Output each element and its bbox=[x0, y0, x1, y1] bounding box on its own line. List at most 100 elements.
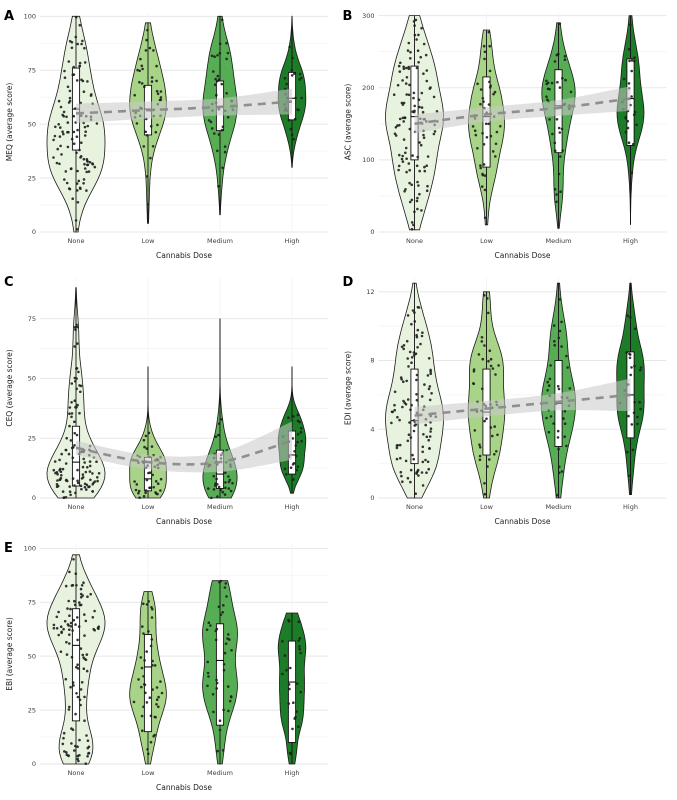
x-tick-label: None bbox=[68, 237, 85, 245]
y-tick-label: 4 bbox=[370, 425, 374, 433]
axis-labels: 0 25 50 75 None Low Medium High Cannabis Dose CEQ… bbox=[5, 315, 299, 526]
y-tick-label: 12 bbox=[366, 288, 374, 296]
violin-Low bbox=[468, 29, 505, 226]
y-axis-title: EBI (average score) bbox=[5, 617, 14, 691]
trend-band bbox=[414, 378, 631, 425]
axis-labels: 0 4 8 12 None Low Medium High Cannabis Dose EDI (… bbox=[344, 288, 638, 526]
panel-letter: A bbox=[4, 9, 14, 24]
x-tick-label: Medium bbox=[207, 769, 233, 777]
violin-Medium bbox=[202, 580, 238, 765]
x-axis-title: Cannabis Dose bbox=[495, 251, 551, 260]
boxplot bbox=[143, 634, 153, 733]
axis-labels: 0 25 50 75 100 None Low Medium High Cannabis Dose… bbox=[5, 545, 299, 792]
y-axis-title: ASC (average score) bbox=[344, 84, 353, 161]
trend-band bbox=[76, 88, 292, 124]
boxplot bbox=[482, 76, 491, 168]
y-tick-label: 300 bbox=[362, 12, 374, 20]
panel-letter: B bbox=[343, 9, 353, 24]
panel-E: 0 25 50 75 100 None Low Medium High Cannabis Dose… bbox=[0, 532, 338, 798]
violin-chart-B: 0 100 200 300 None Low Medium High Cannabis Dose… bbox=[343, 9, 667, 260]
jitter-points bbox=[283, 45, 303, 141]
violin-High bbox=[616, 15, 645, 225]
violin-Low bbox=[129, 22, 167, 224]
boxplot bbox=[215, 623, 225, 726]
y-tick-label: 50 bbox=[28, 652, 36, 660]
x-tick-label: Medium bbox=[546, 503, 572, 511]
y-tick-label: 8 bbox=[370, 357, 374, 365]
x-tick-label: High bbox=[623, 237, 638, 245]
x-tick-label: High bbox=[623, 503, 638, 511]
panel-C: 0 25 50 75 None Low Medium High Cannabis Dose CEQ… bbox=[0, 266, 338, 532]
x-tick-label: High bbox=[285, 769, 300, 777]
y-tick-label: 0 bbox=[32, 228, 36, 236]
y-tick-label: 200 bbox=[362, 84, 374, 92]
jitter-points bbox=[390, 305, 438, 495]
panel-D: 0 4 8 12 None Low Medium High Cannabis Dose EDI (… bbox=[338, 266, 677, 532]
x-tick-label: Low bbox=[480, 237, 493, 245]
y-tick-label: 25 bbox=[28, 706, 36, 714]
x-tick-label: High bbox=[285, 237, 300, 245]
y-axis-title: EDI (average score) bbox=[344, 351, 353, 425]
x-tick-label: Medium bbox=[546, 237, 572, 245]
x-tick-label: Low bbox=[142, 237, 155, 245]
trend-band bbox=[76, 421, 292, 473]
x-axis-title: Cannabis Dose bbox=[156, 783, 212, 792]
x-tick-label: Medium bbox=[207, 503, 233, 511]
y-axis-title: CEQ (average score) bbox=[5, 349, 14, 426]
axis-labels: 0 100 200 300 None Low Medium High Cannabis Dose… bbox=[344, 12, 638, 260]
jitter-points bbox=[132, 600, 164, 756]
x-tick-label: None bbox=[406, 503, 423, 511]
y-tick-label: 0 bbox=[370, 228, 374, 236]
y-tick-label: 100 bbox=[24, 13, 36, 21]
y-tick-label: 75 bbox=[28, 315, 36, 323]
x-axis-title: Cannabis Dose bbox=[156, 517, 212, 526]
violin-chart-D: 0 4 8 12 None Low Medium High Cannabis Dose EDI (… bbox=[343, 275, 667, 526]
trend-line bbox=[414, 393, 631, 417]
panel-A: 0 25 50 75 100 None Low Medium High Cannabis Dose… bbox=[0, 0, 338, 266]
jitter-points bbox=[281, 618, 303, 756]
y-tick-label: 0 bbox=[32, 760, 36, 768]
trend-line bbox=[75, 439, 293, 466]
violin-None bbox=[385, 282, 444, 499]
x-tick-label: Low bbox=[142, 503, 155, 511]
boxplot bbox=[71, 608, 81, 722]
boxplot bbox=[287, 640, 297, 743]
jitter-points bbox=[205, 579, 233, 753]
y-tick-label: 100 bbox=[24, 545, 36, 553]
jitter-points bbox=[392, 18, 439, 231]
trend-line bbox=[414, 97, 631, 126]
x-tick-label: High bbox=[285, 503, 300, 511]
jitter-points bbox=[545, 298, 572, 497]
panel-letter: C bbox=[4, 275, 14, 290]
empty-cell bbox=[338, 532, 677, 798]
y-tick-label: 100 bbox=[362, 156, 374, 164]
boxplot bbox=[71, 425, 81, 487]
y-tick-label: 75 bbox=[28, 598, 36, 606]
violin-None bbox=[46, 554, 106, 765]
trend-line bbox=[75, 100, 293, 115]
x-axis-title: Cannabis Dose bbox=[495, 517, 551, 526]
panel-letter: D bbox=[343, 275, 354, 290]
panel-B: 0 100 200 300 None Low Medium High Cannabis Dose… bbox=[338, 0, 677, 266]
violin-chart-C: 0 25 50 75 None Low Medium High Cannabis Dose CEQ… bbox=[4, 275, 328, 526]
x-tick-label: None bbox=[68, 769, 85, 777]
x-tick-label: None bbox=[68, 503, 85, 511]
x-axis-title: Cannabis Dose bbox=[156, 251, 212, 260]
axis-labels: 0 25 50 75 100 None Low Medium High Cannabis Dose… bbox=[5, 13, 299, 260]
y-tick-label: 25 bbox=[28, 174, 36, 182]
x-tick-label: Medium bbox=[207, 237, 233, 245]
panel-letter: E bbox=[4, 541, 13, 556]
y-tick-label: 50 bbox=[28, 120, 36, 128]
y-tick-label: 0 bbox=[32, 494, 36, 502]
y-tick-label: 0 bbox=[370, 494, 374, 502]
jitter-points bbox=[618, 314, 643, 477]
violin-chart-E: 0 25 50 75 100 None Low Medium High Cannabis Dose… bbox=[4, 541, 328, 792]
y-tick-label: 50 bbox=[28, 375, 36, 383]
jitter-points bbox=[52, 558, 100, 765]
violin-chart-A: 0 25 50 75 100 None Low Medium High Cannabis Dose… bbox=[4, 9, 328, 260]
violin-Low bbox=[129, 591, 167, 765]
violin-High bbox=[277, 612, 307, 765]
y-tick-label: 25 bbox=[28, 434, 36, 442]
x-tick-label: None bbox=[406, 237, 423, 245]
